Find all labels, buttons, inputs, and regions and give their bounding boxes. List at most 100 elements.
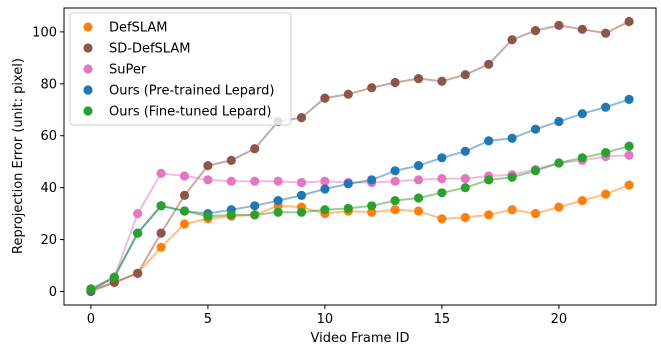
x-tick-label: 0: [87, 312, 95, 327]
data-point: [460, 146, 470, 156]
data-point: [133, 228, 143, 238]
data-point: [179, 206, 190, 216]
data-point: [250, 176, 260, 186]
data-point: [624, 16, 634, 27]
data-point: [226, 176, 236, 186]
data-point: [367, 83, 377, 93]
data-point: [320, 93, 330, 103]
data-point: [226, 155, 236, 165]
data-point: [413, 175, 424, 185]
data-point: [530, 166, 541, 176]
data-point: [133, 268, 143, 278]
data-point: [250, 144, 260, 154]
data-point: [390, 205, 400, 215]
data-point: [133, 209, 143, 219]
legend: DefSLAM SD-DefSLAM SuPer Ours (Pre-trained …: [69, 12, 292, 126]
data-point: [390, 196, 400, 206]
data-point: [203, 175, 213, 185]
data-point: [624, 180, 634, 190]
data-point: [156, 201, 166, 211]
legend-label: DefSLAM: [109, 21, 168, 36]
data-point: [86, 284, 96, 294]
data-point: [577, 109, 587, 119]
legend-label: Ours (Fine-tuned Lepard): [109, 105, 272, 120]
data-point: [577, 196, 587, 206]
data-point: [367, 175, 377, 185]
data-point: [367, 207, 377, 217]
data-point: [507, 205, 517, 215]
plot-frame: [63, 7, 657, 306]
data-point: [273, 176, 283, 186]
data-point: [554, 158, 564, 168]
legend-marker: [83, 85, 93, 95]
data-point: [226, 210, 236, 220]
data-point: [343, 203, 353, 213]
data-point: [437, 188, 447, 198]
data-point: [250, 201, 260, 211]
data-point: [507, 35, 517, 45]
data-point: [460, 183, 470, 193]
legend-frame: [69, 12, 292, 126]
data-point: [601, 148, 611, 158]
data-point: [296, 113, 307, 123]
data-point: [390, 166, 400, 176]
data-point: [554, 20, 564, 30]
legend-marker: [83, 22, 93, 32]
data-point: [343, 89, 353, 99]
data-point: [437, 153, 447, 163]
data-point: [554, 202, 564, 212]
legend-label: SuPer: [109, 63, 147, 78]
data-point: [530, 26, 541, 36]
legend-item: DefSLAM: [83, 21, 168, 36]
data-point: [156, 228, 166, 238]
y-tick-label: 40: [40, 181, 57, 196]
data-point: [601, 189, 611, 199]
data-point: [320, 205, 330, 215]
data-point: [156, 242, 166, 252]
data-point: [554, 116, 564, 127]
data-point: [203, 211, 213, 221]
axes-layer: 0 5 10 15 20 0 20 40 60 80 100: [32, 7, 657, 327]
data-point: [367, 201, 377, 211]
y-tick-label: 20: [40, 233, 57, 248]
data-point: [507, 172, 517, 182]
legend-label: SD-DefSLAM: [109, 42, 190, 57]
data-point: [460, 212, 470, 223]
data-point: [601, 102, 611, 112]
series-layer: [86, 16, 634, 297]
data-point: [460, 174, 470, 184]
data-point: [320, 184, 330, 194]
data-point: [530, 209, 541, 219]
data-point: [624, 141, 634, 151]
legend-item: Ours (Pre-trained Lepard): [83, 84, 274, 99]
legend-label: Ours (Pre-trained Lepard): [109, 84, 274, 99]
x-tick-label: 15: [434, 312, 451, 327]
data-point: [390, 77, 400, 88]
data-point: [507, 133, 517, 143]
y-tick-label: 0: [49, 285, 57, 300]
x-axis-label: Video Frame ID: [310, 331, 409, 346]
data-point: [109, 272, 119, 282]
x-tick-label: 10: [317, 312, 334, 327]
data-point: [296, 190, 307, 200]
data-point: [437, 76, 447, 86]
data-point: [577, 24, 587, 34]
legend-marker: [83, 43, 93, 53]
y-tick-label: 80: [40, 77, 57, 92]
x-tick-label: 5: [204, 312, 212, 327]
data-point: [601, 28, 611, 38]
data-point: [179, 171, 190, 181]
legend-marker: [83, 64, 93, 74]
legend-item: SuPer: [83, 63, 147, 78]
data-point: [179, 219, 190, 229]
data-point: [273, 196, 283, 206]
data-point: [484, 59, 494, 69]
data-point: [203, 161, 213, 171]
data-point: [624, 94, 634, 104]
data-point: [530, 124, 541, 134]
data-point: [413, 161, 424, 171]
data-point: [296, 207, 307, 217]
x-tick-label: 20: [551, 312, 568, 327]
series-4: [86, 141, 634, 294]
y-tick-label: 100: [32, 25, 57, 40]
